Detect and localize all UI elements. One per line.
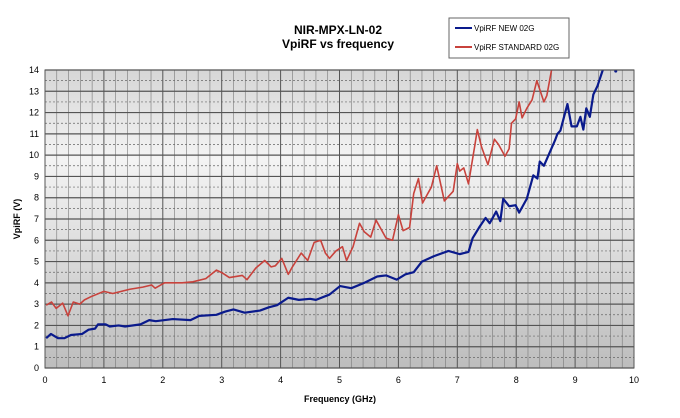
y-tick-label: 9 — [34, 171, 39, 181]
x-tick-label: 6 — [396, 375, 401, 385]
legend-box — [448, 17, 570, 59]
legend-label-standard: VpiRF STANDARD 02G — [474, 43, 559, 52]
y-tick-label: 8 — [34, 193, 39, 203]
y-tick-label: 6 — [34, 235, 39, 245]
x-tick-label: 9 — [573, 375, 578, 385]
chart-subtitle: VpiRF vs frequency — [282, 37, 394, 51]
y-tick-label: 12 — [29, 108, 39, 118]
x-tick-label: 5 — [337, 375, 342, 385]
x-tick-label: 4 — [278, 375, 283, 385]
x-tick-label: 0 — [42, 375, 47, 385]
y-tick-label: 5 — [34, 257, 39, 267]
y-tick-label: 4 — [34, 278, 39, 288]
x-tick-label: 1 — [101, 375, 106, 385]
legend: VpiRF NEW 02G VpiRF STANDARD 02G — [448, 17, 570, 59]
x-tick-label: 3 — [219, 375, 224, 385]
x-tick-label: 10 — [629, 375, 639, 385]
y-tick-label: 3 — [34, 299, 39, 309]
legend-label-new: VpiRF NEW 02G — [474, 24, 534, 33]
y-tick-label: 11 — [30, 129, 39, 139]
x-tick-label: 7 — [455, 375, 460, 385]
series-line-new — [45, 70, 604, 340]
x-tick-label: 2 — [160, 375, 165, 385]
y-axis-label: VpiRF (V) — [12, 199, 22, 240]
x-tick-label: 8 — [514, 375, 519, 385]
y-tick-label: 14 — [29, 65, 39, 75]
y-tick-label: 0 — [34, 363, 39, 373]
series-lines — [45, 70, 618, 340]
x-axis-label: Frequency (GHz) — [304, 394, 376, 404]
y-tick-label: 2 — [34, 320, 39, 330]
y-tick-label: 13 — [29, 86, 39, 96]
y-tick-label: 7 — [34, 214, 39, 224]
plot-border — [44, 69, 635, 369]
chart-title: NIR-MPX-LN-02 — [294, 23, 382, 37]
data-point — [614, 70, 618, 73]
y-tick-label: 10 — [29, 150, 39, 160]
y-tick-label: 1 — [34, 342, 39, 352]
series-line-standard — [45, 70, 553, 317]
